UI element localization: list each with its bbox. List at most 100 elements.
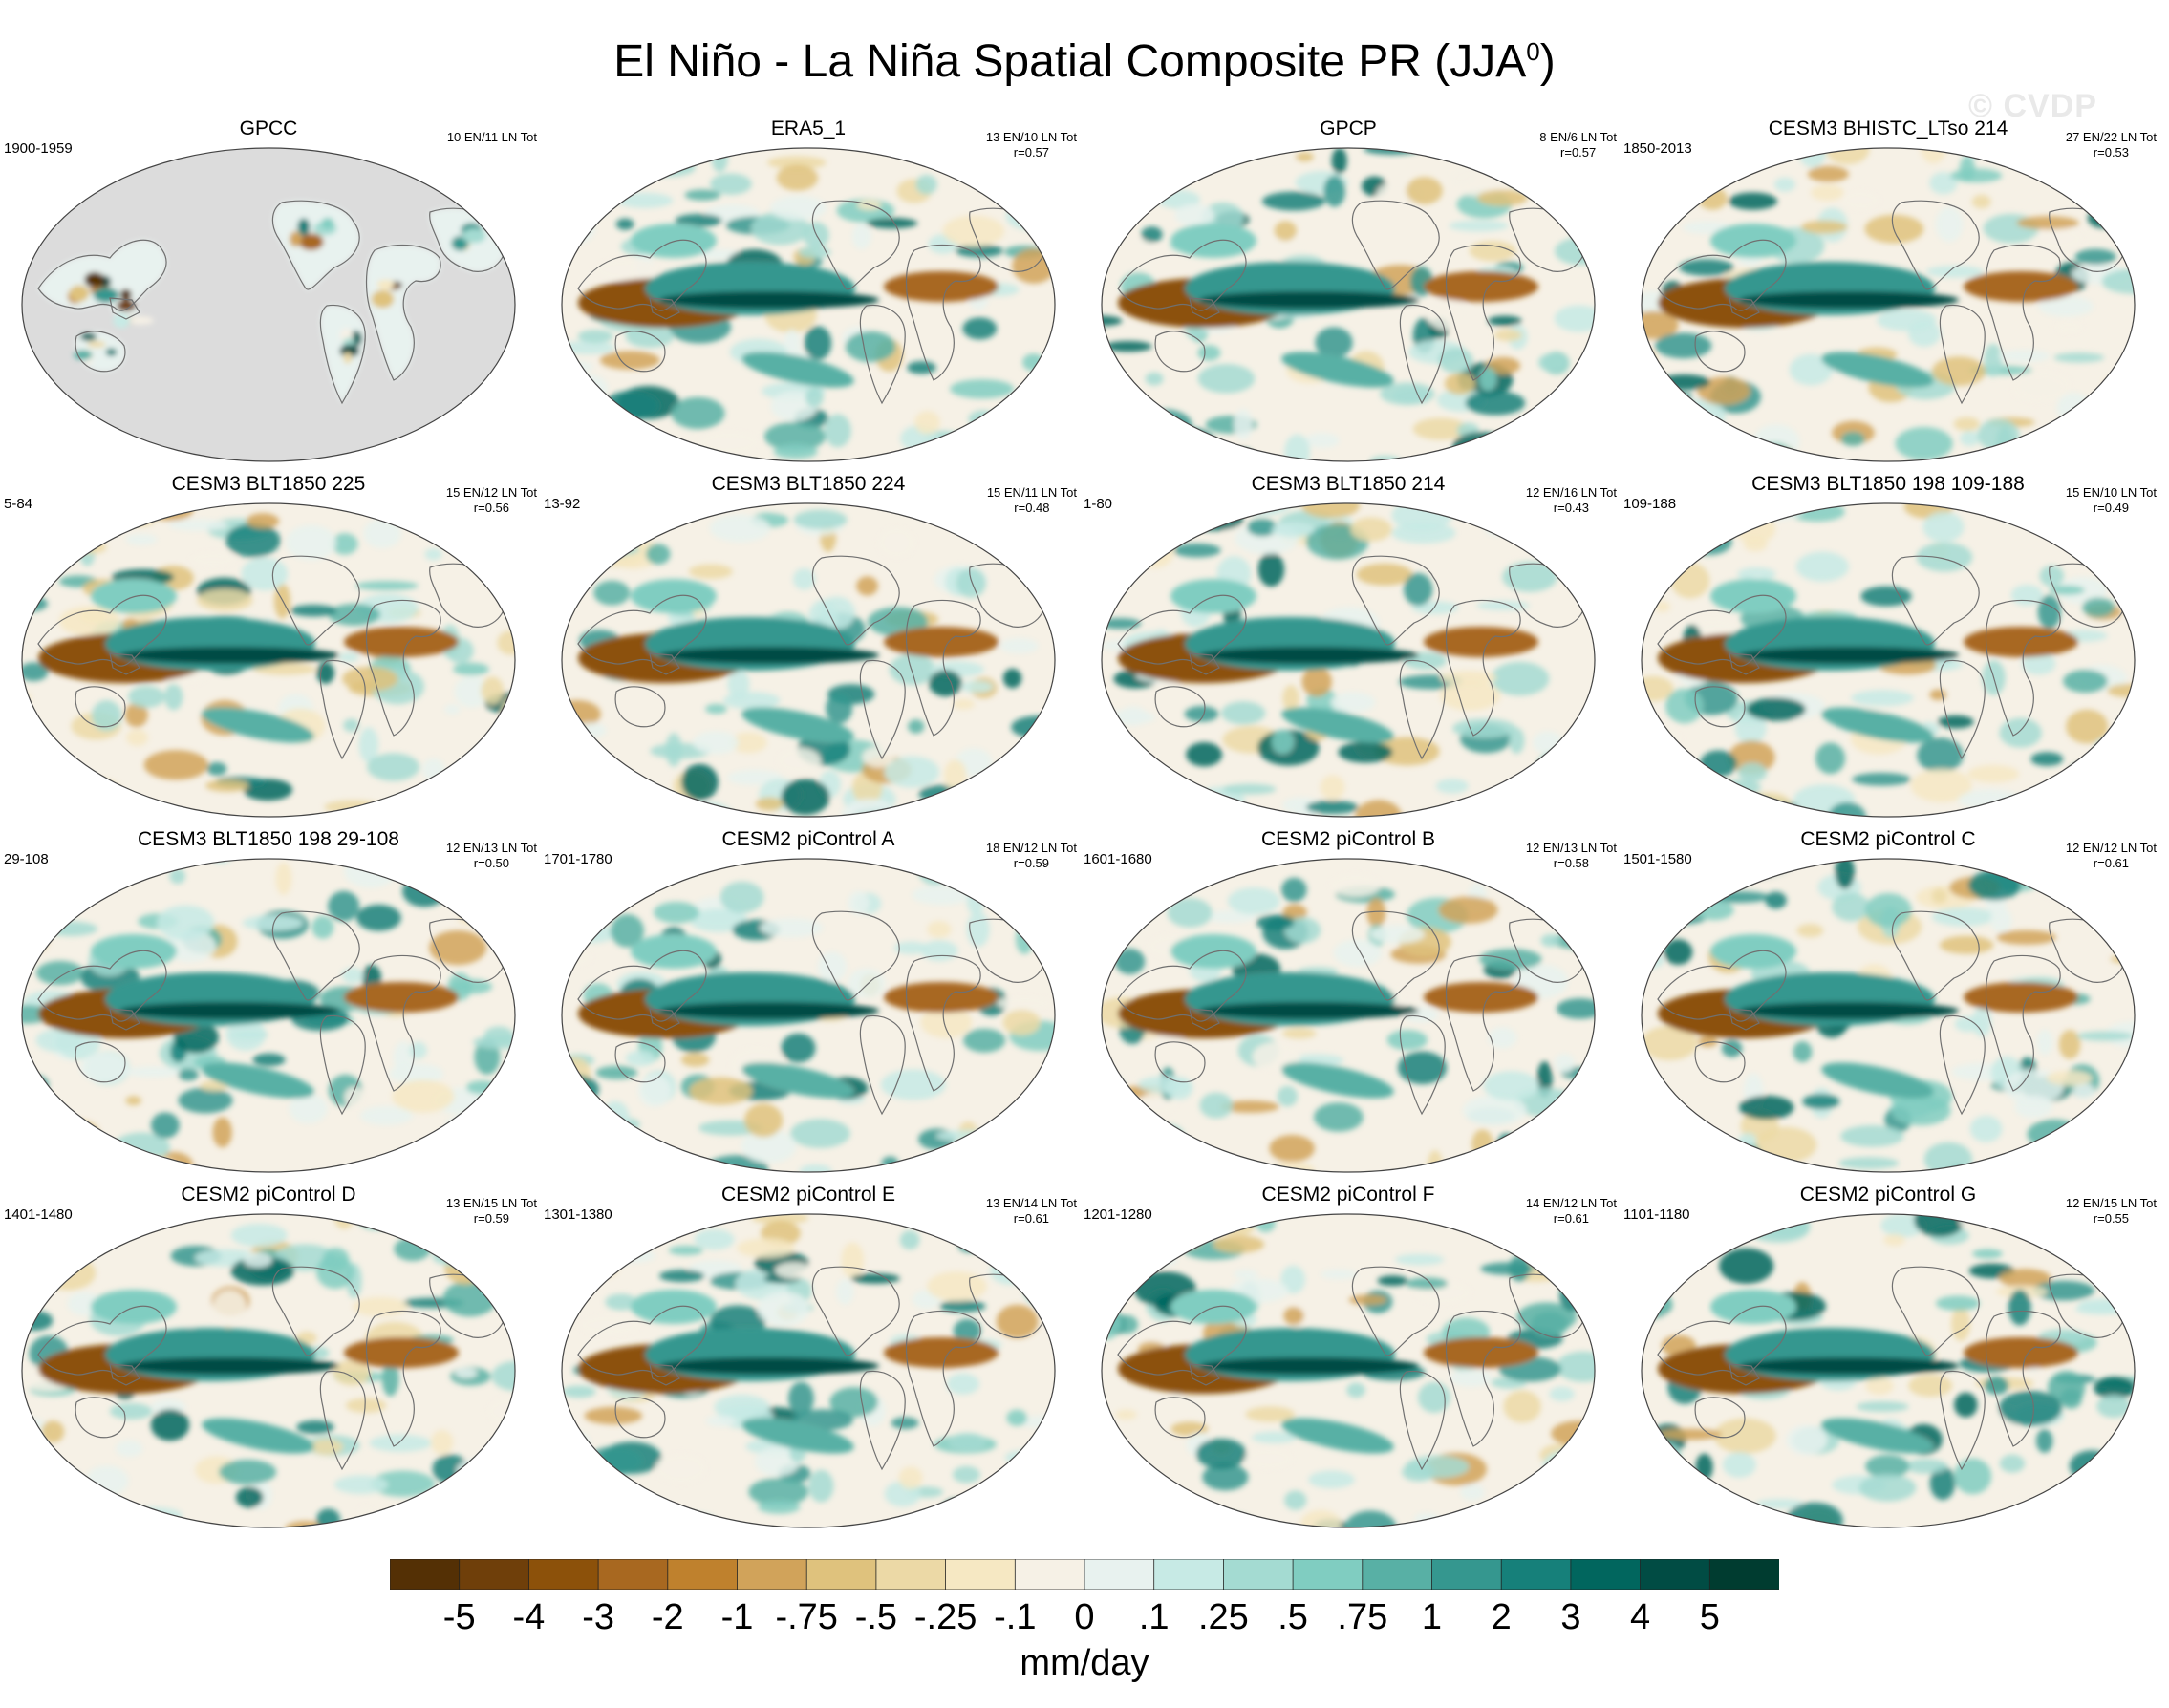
anomaly-patch xyxy=(818,596,855,630)
panel-title: ERA5_1 xyxy=(770,117,847,139)
anomaly-patch xyxy=(1642,877,1687,905)
anomaly-patch xyxy=(1929,689,1946,701)
anomaly-patch xyxy=(877,526,916,559)
anomaly-patch xyxy=(343,718,359,733)
precip-map xyxy=(1101,502,1596,818)
anomaly-patch xyxy=(999,638,1039,654)
coastline xyxy=(1117,594,1247,667)
anomaly-patch xyxy=(296,1420,334,1435)
coastline xyxy=(1445,954,1521,1092)
anomaly-patch xyxy=(1738,1508,1768,1524)
coastline xyxy=(365,599,441,737)
anomaly-patch xyxy=(826,693,853,724)
anomaly-patch xyxy=(1722,1452,1756,1478)
anomaly-patch xyxy=(804,326,832,361)
anomaly-patch xyxy=(1852,772,1911,786)
coastline xyxy=(1445,244,1521,381)
anomaly-patch xyxy=(764,421,827,451)
anomaly-patch xyxy=(918,784,966,803)
coastline xyxy=(75,331,126,373)
anomaly-patch xyxy=(394,1237,431,1262)
anomaly-patch xyxy=(1282,904,1307,921)
panel-counts-text: 13 EN/14 LN Tot xyxy=(985,1196,1077,1210)
coastline xyxy=(1657,594,1787,667)
anomaly-patch xyxy=(1477,189,1528,206)
dry-anomaly-atlantic xyxy=(1424,1337,1538,1368)
anomaly-patch xyxy=(1484,517,1508,537)
anomaly-patch xyxy=(1840,1125,1904,1147)
coastline xyxy=(1189,652,1220,675)
panel-event-counts: 18 EN/12 LN Tot r=0.59 xyxy=(986,841,1077,871)
anomaly-patch xyxy=(1577,907,1595,937)
anomaly-patch xyxy=(321,217,334,229)
anomaly-patch xyxy=(562,859,606,886)
anomaly-patch xyxy=(1729,740,1775,775)
anomaly-patch xyxy=(1999,717,2042,748)
anomaly-patch xyxy=(595,1065,638,1079)
panel-event-counts: 12 EN/13 LN Tot r=0.58 xyxy=(1526,841,1617,871)
anomaly-patch xyxy=(562,1385,596,1398)
anomaly-patch xyxy=(491,1262,515,1276)
anomaly-patch xyxy=(230,1223,288,1248)
anomaly-patch xyxy=(2103,757,2135,768)
panel-counts-text: 12 EN/15 LN Tot xyxy=(2065,1196,2157,1210)
colorbar-tick-label: -2 xyxy=(651,1597,684,1637)
anomaly-patch xyxy=(1344,1510,1397,1527)
anomaly-patch xyxy=(562,1239,595,1272)
anomaly-patch xyxy=(1418,1381,1451,1413)
anomaly-patch xyxy=(1697,376,1750,405)
anomaly-patch xyxy=(1895,426,1953,460)
anomaly-patch xyxy=(2076,1031,2134,1041)
anomaly-patch xyxy=(1807,165,1849,182)
anomaly-patch xyxy=(562,1503,596,1516)
anomaly-patch xyxy=(342,666,398,692)
anomaly-patch xyxy=(1675,793,1693,812)
anomaly-patch xyxy=(817,951,848,983)
anomaly-patch xyxy=(1795,551,1849,582)
panel-years: 1201-1280 xyxy=(1084,1206,1152,1223)
colorbar-swatch xyxy=(1084,1559,1155,1590)
panel-years: 29-108 xyxy=(4,851,49,867)
colorbar-swatch xyxy=(1292,1559,1364,1590)
anomaly-patch xyxy=(920,940,958,962)
anomaly-patch xyxy=(1773,177,1795,192)
colorbar-tick-label: .75 xyxy=(1337,1597,1388,1637)
anomaly-patch xyxy=(1670,563,1710,599)
panel-title: CESM3 BLT1850 214 xyxy=(1251,473,1446,495)
anomaly-patch xyxy=(1304,433,1340,449)
anomaly-patch xyxy=(1184,508,1243,531)
anomaly-patch xyxy=(1002,668,1022,689)
anomaly-patch xyxy=(360,1105,413,1125)
coastline xyxy=(577,594,707,667)
coastline xyxy=(1399,1014,1446,1116)
anomaly-patch xyxy=(242,915,304,931)
wet-anomaly-asia xyxy=(631,224,717,258)
coastline xyxy=(1399,1370,1446,1471)
anomaly-patch xyxy=(1721,1039,1743,1057)
anomaly-patch xyxy=(345,1398,387,1413)
anomaly-patch xyxy=(996,1304,1039,1339)
coastline xyxy=(1445,1310,1521,1447)
anomaly-patch xyxy=(562,1112,601,1147)
anomaly-patch xyxy=(453,1133,472,1157)
anomaly-patch xyxy=(1197,364,1256,394)
anomaly-patch xyxy=(958,1240,981,1253)
anomaly-patch xyxy=(1243,1447,1294,1470)
panel-years: 1900-1959 xyxy=(4,140,73,157)
anomaly-patch xyxy=(1509,727,1525,754)
anomaly-patch xyxy=(578,800,610,815)
anomaly-patch xyxy=(799,1164,832,1172)
anomaly-patch xyxy=(2021,652,2056,675)
anomaly-patch xyxy=(252,1053,286,1067)
anomaly-patch xyxy=(1395,1253,1445,1266)
anomaly-patch xyxy=(625,325,675,348)
colorbar-tick-label: -3 xyxy=(582,1597,614,1637)
anomaly-patch xyxy=(1935,1295,1981,1312)
anomaly-patch xyxy=(432,1512,464,1525)
wet-anomaly-asia xyxy=(631,934,717,969)
anomaly-patch xyxy=(2074,1303,2129,1315)
anomaly-patch xyxy=(1642,798,1671,817)
panel-counts-text: 15 EN/12 LN Tot xyxy=(445,485,537,500)
anomaly-patch xyxy=(1713,1418,1776,1454)
anomaly-patch xyxy=(1554,1053,1576,1074)
